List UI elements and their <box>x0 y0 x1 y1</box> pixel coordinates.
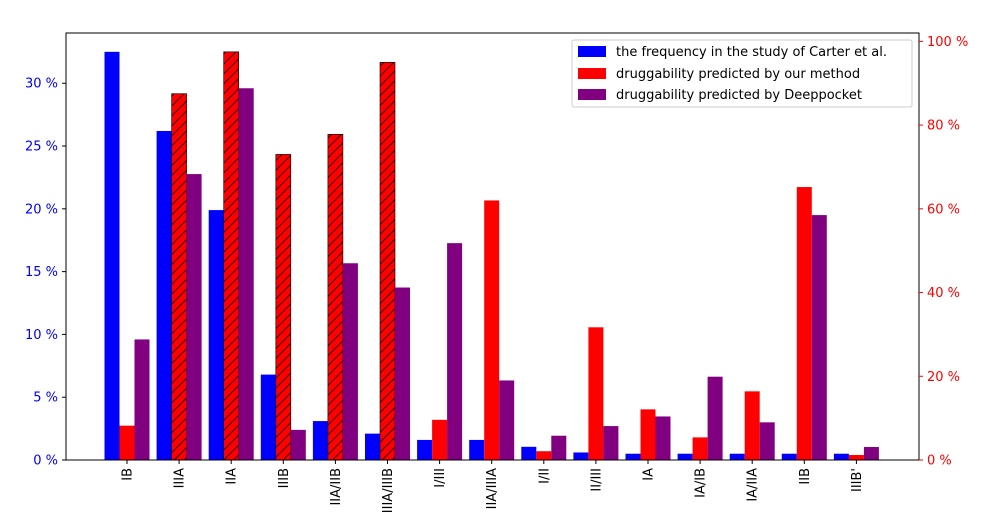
x-tick-label-4: IIA/IIB <box>329 468 344 506</box>
legend-swatch-deeppocket <box>578 89 606 100</box>
x-tick-label-13: IIB <box>798 468 813 485</box>
bar-0-8 <box>521 446 537 460</box>
bar-1-10 <box>640 409 656 460</box>
bar-2-4 <box>342 263 358 460</box>
bar-1-11 <box>692 437 708 460</box>
bar-2-7 <box>499 380 515 460</box>
bar-2-12 <box>759 422 775 460</box>
legend-entry-deeppocket: druggability predicted by Deeppocket <box>578 88 862 103</box>
left-tick-label-0: 0 % <box>33 454 58 469</box>
left-tick-label-2: 10 % <box>25 328 58 343</box>
bar-1-2 <box>223 51 239 461</box>
right-y-axis: 0 % 20 % 40 % 60 % 80 % 100 % <box>919 35 968 469</box>
bar-0-0 <box>104 51 120 461</box>
bar-2-13 <box>811 215 827 460</box>
axes-layer <box>65 32 920 461</box>
bar-2-1 <box>186 174 202 460</box>
bar-2-10 <box>655 416 671 460</box>
left-tick-label-5: 25 % <box>25 140 58 155</box>
bar-1-13 <box>796 187 812 461</box>
bar-2-11 <box>707 376 723 460</box>
legend-swatch-frequency <box>578 46 606 57</box>
bar-1-6 <box>432 419 448 460</box>
bar-2-0 <box>134 339 150 460</box>
bar-1-0 <box>119 425 135 460</box>
bar-0-3 <box>260 374 276 460</box>
left-tick-label-3: 15 % <box>25 265 58 280</box>
legend-box <box>571 39 913 108</box>
bar-2-8 <box>551 435 567 460</box>
x-tick-label-0: IB <box>121 468 136 481</box>
bar-2-5 <box>395 287 410 460</box>
left-tick-label-6: 30 % <box>25 77 58 92</box>
right-tick-label-2: 40 % <box>927 286 960 301</box>
x-tick-label-11: IA/IB <box>694 468 709 498</box>
legend-swatch-our-method <box>578 68 606 79</box>
right-tick-label-0: 0 % <box>927 454 952 469</box>
bar-2-9 <box>603 426 619 460</box>
bar-1-8 <box>536 451 552 460</box>
bar-0-4 <box>312 421 328 460</box>
bars-layer <box>104 51 879 461</box>
legend-label-deeppocket: druggability predicted by Deeppocket <box>616 88 862 103</box>
bar-1-12 <box>744 391 760 460</box>
left-tick-label-1: 5 % <box>33 391 58 406</box>
bar-0-13 <box>781 453 797 460</box>
bar-1-1 <box>171 93 187 461</box>
x-tick-label-12: IA/IIA <box>746 468 761 502</box>
bar-1-5 <box>379 61 396 461</box>
x-tick-label-2: IIA <box>225 468 240 485</box>
x-tick-label-14: IIIB' <box>850 468 865 492</box>
bar-2-6 <box>447 243 463 460</box>
x-tick-label-6: I/III <box>433 468 448 488</box>
bar-1-14 <box>848 454 864 460</box>
legend-entry-frequency: the frequency in the study of Carter et … <box>578 45 887 60</box>
bar-0-10 <box>625 453 641 460</box>
bar-0-2 <box>208 210 224 460</box>
right-tick-label-5: 100 % <box>927 35 968 50</box>
bar-1-7 <box>484 200 500 460</box>
plot-frame <box>65 32 920 461</box>
x-tick-label-9: II/III <box>589 468 604 492</box>
left-y-axis: 0 % 5 % 10 % 15 % 20 % 25 % 30 % <box>25 77 66 469</box>
bar-0-9 <box>573 452 589 460</box>
legend-entry-our-method: druggability predicted by our method <box>578 67 860 82</box>
bar-2-14 <box>863 447 879 460</box>
series-1 <box>119 51 864 461</box>
bar-0-12 <box>729 453 745 460</box>
bar-1-9 <box>588 327 604 460</box>
x-tick-label-1: IIIA <box>173 468 188 489</box>
bar-0-11 <box>677 453 693 460</box>
legend-label-our-method: druggability predicted by our method <box>616 67 860 82</box>
x-tick-label-5: IIIA/IIIB <box>381 468 396 513</box>
x-tick-label-7: IIA/IIIA <box>485 468 500 509</box>
bar-1-4 <box>327 134 344 461</box>
bar-0-7 <box>469 439 485 460</box>
right-tick-label-4: 80 % <box>927 119 960 134</box>
bar-2-3 <box>290 429 306 460</box>
x-tick-label-8: I/II <box>537 468 552 484</box>
bar-0-1 <box>156 130 172 460</box>
series-0 <box>104 51 849 461</box>
bar-1-3 <box>275 154 292 461</box>
bar-0-14 <box>833 453 849 460</box>
right-tick-label-3: 60 % <box>927 202 960 217</box>
series-2 <box>134 88 879 460</box>
x-axis: IB IIIA IIA IIIB IIA/IIB IIIA/IIIB I/III IIA/II… <box>121 460 865 513</box>
bar-2-2 <box>238 88 254 460</box>
right-tick-label-1: 20 % <box>927 370 960 385</box>
bar-0-5 <box>365 433 380 460</box>
x-tick-label-3: IIIB <box>277 468 292 488</box>
legend: the frequency in the study of Carter et … <box>571 39 913 108</box>
x-tick-label-10: IA <box>642 468 657 481</box>
legend-label-frequency: the frequency in the study of Carter et … <box>616 45 887 60</box>
bar-0-6 <box>417 439 433 460</box>
left-tick-label-4: 20 % <box>25 202 58 217</box>
